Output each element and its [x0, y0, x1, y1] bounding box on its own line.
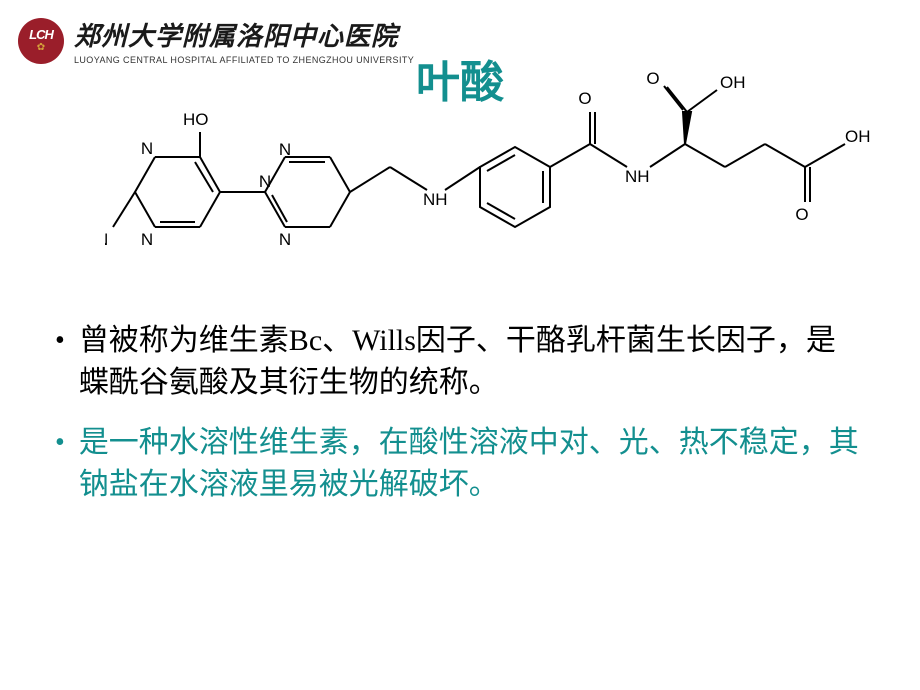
- label-HO: HO: [183, 110, 209, 129]
- slide-body: • 曾被称为维生素Bc、Wills因子、干酪乳杆菌生长因子，是蝶酰谷氨酸及其衍生…: [55, 320, 865, 524]
- label-N: N: [279, 230, 291, 249]
- bullet-item: • 曾被称为维生素Bc、Wills因子、干酪乳杆菌生长因子，是蝶酰谷氨酸及其衍生…: [55, 320, 865, 404]
- label-O: O: [646, 69, 659, 88]
- label-OH: OH: [720, 73, 746, 92]
- label-N: N: [141, 230, 153, 249]
- label-N: N: [279, 140, 291, 159]
- hospital-name-block: 郑州大学附属洛阳中心医院 LUOYANG CENTRAL HOSPITAL AF…: [74, 16, 414, 65]
- hospital-name-cn: 郑州大学附属洛阳中心医院: [74, 16, 414, 53]
- label-NH: NH: [625, 167, 650, 186]
- bullet-dot-icon: •: [55, 422, 65, 464]
- label-NH: NH: [423, 190, 448, 209]
- hospital-logo-icon: LCH ✿: [18, 18, 64, 64]
- label-O: O: [578, 89, 591, 108]
- label-OH: OH: [845, 127, 871, 146]
- folic-acid-structure-diagram: HO H2N N N N N N NH NH O O O OH OH: [105, 62, 875, 302]
- bullet-dot-icon: •: [55, 320, 65, 362]
- logo-text-top: LCH: [29, 28, 53, 41]
- label-N: N: [141, 139, 153, 158]
- bullet-text: 是一种水溶性维生素，在酸性溶液中对、光、热不稳定，其钠盐在水溶液里易被光解破坏。: [79, 422, 865, 506]
- label-O: O: [795, 205, 808, 224]
- bullet-item: • 是一种水溶性维生素，在酸性溶液中对、光、热不稳定，其钠盐在水溶液里易被光解破…: [55, 422, 865, 506]
- logo-wreath-icon: ✿: [37, 43, 45, 53]
- bullet-text: 曾被称为维生素Bc、Wills因子、干酪乳杆菌生长因子，是蝶酰谷氨酸及其衍生物的…: [79, 320, 865, 404]
- label-N: N: [259, 172, 271, 191]
- header-logo-area: LCH ✿ 郑州大学附属洛阳中心医院 LUOYANG CENTRAL HOSPI…: [18, 16, 414, 65]
- label-H2N: H2N: [105, 230, 108, 251]
